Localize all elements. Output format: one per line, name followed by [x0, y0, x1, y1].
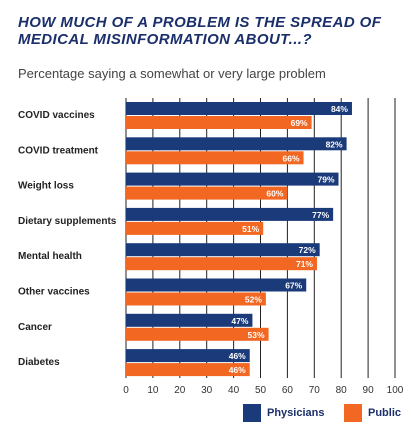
value-label-public: 52%: [245, 295, 262, 305]
x-tick-label: 0: [123, 385, 129, 396]
bar-public-5: [126, 292, 266, 306]
value-label-physicians: 84%: [331, 104, 348, 114]
bar-public-1: [126, 151, 304, 165]
legend-item-physicians: Physicians: [243, 404, 324, 422]
bar-physicians-7: [126, 349, 250, 363]
value-label-public: 71%: [296, 259, 313, 269]
value-label-public: 66%: [283, 153, 300, 163]
x-tick-label: 20: [174, 385, 186, 396]
category-label: Diabetes: [18, 357, 60, 368]
category-label: Other vaccines: [18, 287, 90, 298]
bar-public-2: [126, 186, 288, 200]
value-label-public: 53%: [248, 330, 265, 340]
value-label-physicians: 77%: [312, 210, 329, 220]
x-tick-label: 70: [309, 385, 321, 396]
value-label-physicians: 72%: [299, 245, 316, 255]
bar-physicians-2: [126, 172, 339, 186]
legend-label-public: Public: [368, 407, 402, 419]
category-label: Dietary supplements: [18, 216, 117, 227]
x-tick-label: 50: [255, 385, 267, 396]
bar-physicians-4: [126, 243, 320, 257]
category-label: COVID treatment: [18, 145, 99, 156]
legend-item-public: Public: [344, 404, 401, 422]
bar-public-4: [126, 257, 317, 271]
bar-physicians-5: [126, 278, 307, 292]
category-label: Cancer: [18, 322, 52, 333]
value-label-public: 51%: [242, 224, 259, 234]
category-label: COVID vaccines: [18, 110, 95, 121]
x-tick-label: 100: [387, 385, 404, 396]
legend-swatch-physicians: [243, 404, 261, 422]
bar-public-3: [126, 221, 264, 235]
value-label-physicians: 46%: [229, 351, 246, 361]
value-label-physicians: 79%: [317, 175, 334, 185]
chart-subtitle: Percentage saying a somewhat or very lar…: [18, 66, 326, 81]
legend-label-physicians: Physicians: [267, 407, 325, 419]
value-label-physicians: 67%: [285, 281, 302, 291]
value-label-public: 46%: [229, 365, 246, 375]
x-tick-label: 30: [201, 385, 213, 396]
bar-physicians-3: [126, 207, 334, 221]
bar-public-7: [126, 363, 250, 377]
value-label-public: 69%: [291, 118, 308, 128]
legend-swatch-public: [344, 404, 362, 422]
value-label-physicians: 82%: [326, 139, 343, 149]
value-label-public: 60%: [266, 189, 283, 199]
chart-title: HOW MUCH OF A PROBLEM IS THE SPREAD OF M…: [18, 14, 382, 48]
bar-chart: 0 10 20 30 40 50 60 70 80 90 100 COVID vaccines 84% 6…: [18, 98, 404, 396]
x-tick-label: 40: [228, 385, 240, 396]
category-label: Mental health: [18, 251, 82, 262]
x-tick-label: 60: [282, 385, 294, 396]
bar-public-6: [126, 327, 269, 341]
value-label-physicians: 47%: [231, 316, 248, 326]
bar-physicians-6: [126, 313, 253, 327]
category-label: Weight loss: [18, 181, 74, 192]
bar-physicians-1: [126, 137, 347, 151]
bar-public-0: [126, 116, 312, 129]
x-tick-label: 80: [336, 385, 348, 396]
bar-physicians-0: [126, 102, 352, 115]
x-tick-label: 90: [363, 385, 375, 396]
x-tick-label: 10: [147, 385, 159, 396]
chart-legend: Physicians Public: [0, 404, 418, 428]
